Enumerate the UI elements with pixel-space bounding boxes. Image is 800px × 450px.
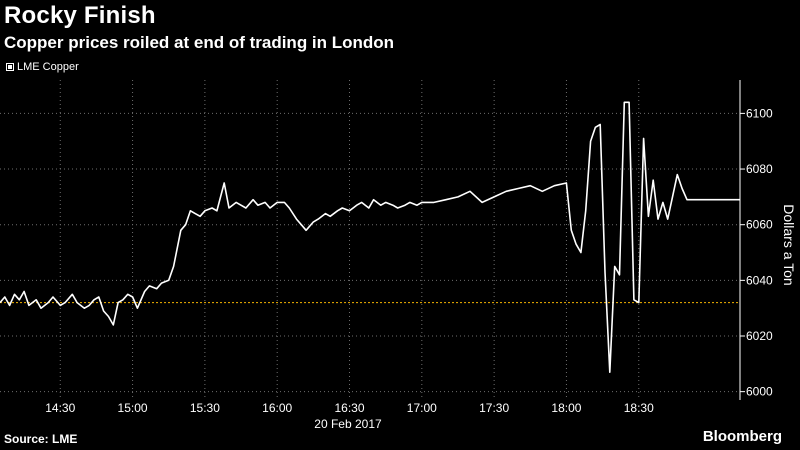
series-line-lme-copper	[0, 101, 740, 374]
x-tick-label: 15:30	[190, 401, 220, 415]
bloomberg-logo: Bloomberg	[702, 428, 782, 445]
y-tick-label: 6020	[746, 329, 773, 343]
x-tick-label: 14:30	[45, 401, 75, 415]
chart-subtitle: Copper prices roiled at end of trading i…	[4, 33, 395, 52]
x-axis-label: 20 Feb 2017	[314, 417, 382, 431]
legend-label: LME Copper	[17, 61, 79, 73]
y-tick-label: 6080	[746, 162, 773, 176]
y-tick-label: 6060	[746, 218, 773, 232]
x-tick-label: 17:30	[479, 401, 509, 415]
legend: LME Copper	[6, 61, 79, 73]
y-tick-label: 6000	[746, 385, 773, 399]
source-note: Source: LME	[4, 432, 78, 446]
x-tick-label: 16:00	[262, 401, 292, 415]
x-tick-label: 18:30	[624, 401, 654, 415]
legend-swatch-icon	[6, 63, 14, 71]
x-tick-label: 17:00	[407, 401, 437, 415]
y-tick-label: 6040	[746, 273, 773, 287]
x-tick-label: 16:30	[334, 401, 364, 415]
x-tick-label: 15:00	[118, 401, 148, 415]
y-tick-label: 6100	[746, 106, 773, 120]
chart-title: Rocky Finish	[4, 2, 156, 29]
y-axis-label: Dollars a Ton	[781, 204, 797, 285]
x-tick-label: 18:00	[551, 401, 581, 415]
